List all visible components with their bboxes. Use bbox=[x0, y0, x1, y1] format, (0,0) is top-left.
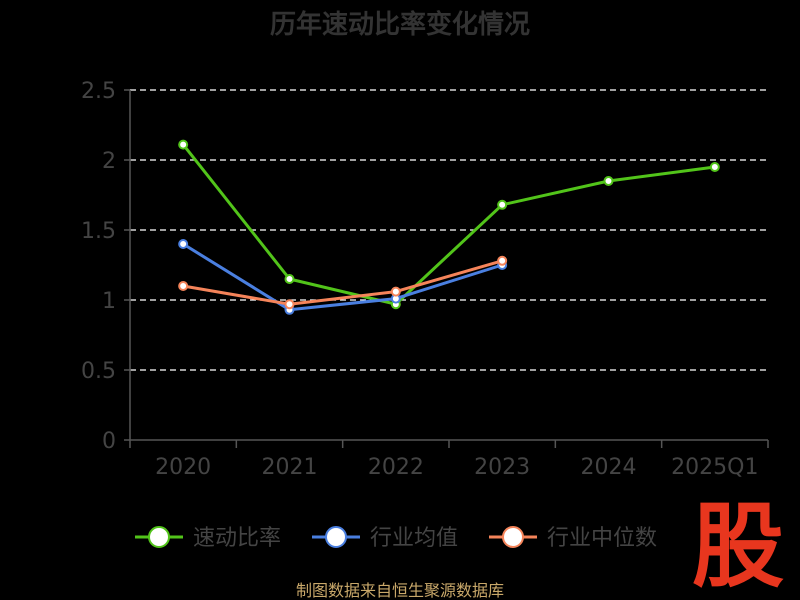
data-source-note: 制图数据来自恒生聚源数据库 bbox=[296, 581, 504, 600]
legend-marker bbox=[148, 526, 170, 548]
x-tick-label: 2023 bbox=[474, 455, 530, 480]
y-tick-label: 2 bbox=[102, 149, 116, 174]
y-tick-label: 2.5 bbox=[81, 79, 116, 104]
x-tick-label: 2022 bbox=[368, 455, 424, 480]
y-tick-label: 1 bbox=[102, 289, 116, 314]
data-point bbox=[497, 199, 508, 210]
chart-title: 历年速动比率变化情况 bbox=[270, 9, 530, 40]
legend: 速动比率 行业均值 行业中位数 bbox=[135, 526, 657, 551]
data-point bbox=[284, 299, 295, 310]
data-point bbox=[497, 255, 508, 266]
data-point bbox=[178, 239, 189, 249]
legend-label: 行业中位数 bbox=[547, 526, 657, 551]
series-line-0 bbox=[181, 143, 716, 306]
axes: 0 0.5 1 1.5 2 2.5 2020 2021 2022 2023 2024 2025Q1 bbox=[81, 79, 769, 480]
x-tick-label: 2021 bbox=[262, 455, 318, 480]
y-tick-label: 0 bbox=[102, 429, 116, 454]
series-line-1 bbox=[182, 242, 503, 312]
legend-marker bbox=[325, 526, 347, 548]
logo: 股 bbox=[692, 493, 784, 600]
x-tick-label: 2025Q1 bbox=[671, 455, 758, 480]
data-point bbox=[709, 162, 720, 172]
logo-text: 股 bbox=[692, 493, 784, 600]
data-point bbox=[178, 139, 189, 150]
legend-label: 行业均值 bbox=[370, 526, 458, 551]
series-group bbox=[178, 139, 720, 315]
data-point bbox=[284, 274, 295, 284]
data-point bbox=[603, 176, 614, 186]
series-line-2 bbox=[182, 259, 503, 306]
legend-marker bbox=[502, 526, 524, 548]
data-point bbox=[390, 286, 401, 297]
grid bbox=[130, 89, 768, 371]
legend-label: 速动比率 bbox=[193, 526, 281, 551]
y-tick-label: 1.5 bbox=[81, 219, 116, 244]
x-tick-label: 2024 bbox=[581, 455, 637, 480]
data-point bbox=[178, 281, 189, 291]
y-tick-label: 0.5 bbox=[81, 359, 116, 384]
x-tick-label: 2020 bbox=[155, 455, 211, 480]
